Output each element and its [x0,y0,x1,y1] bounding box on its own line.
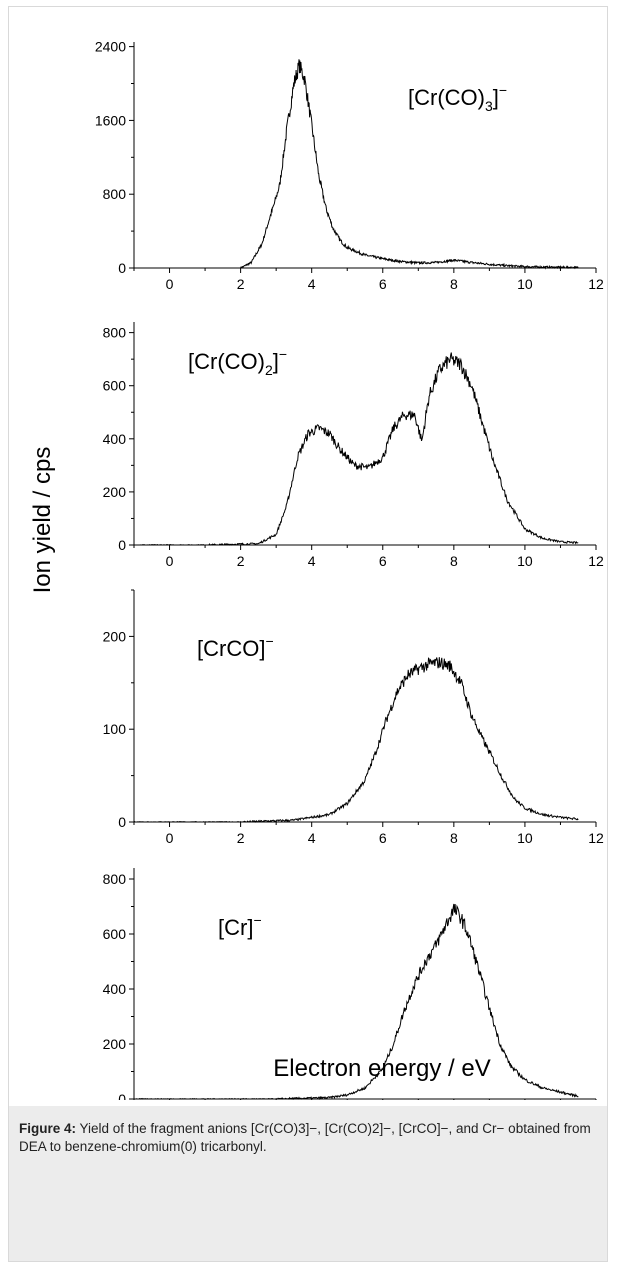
species-label: [Cr(CO)2]− [188,346,287,378]
x-tick-label: 6 [379,276,387,292]
x-tick-label: 12 [588,553,604,569]
data-trace [133,657,579,823]
x-tick-label: 4 [308,830,316,846]
panel-3: 0 2 4 6 8 10 12 0 100 200 [CrCO]− [103,589,604,846]
y-tick-label: 2400 [95,39,126,55]
panel-1: 0 2 4 6 8 10 12 0 800 1600 2400 [Cr(CO)3]− [95,39,604,292]
caption-text: Yield of the fragment anions [Cr(CO)3]−,… [19,1121,591,1154]
x-tick-label: 8 [450,276,458,292]
x-tick-label: 0 [166,830,174,846]
y-tick-label: 200 [103,628,127,644]
data-trace [133,352,579,546]
x-tick-label: 6 [379,830,387,846]
panel-2: 0 2 4 6 8 10 12 0 200 400 600 800 [Cr(CO)2]− [103,322,604,569]
x-tick-label: 8 [450,830,458,846]
y-tick-label: 0 [118,260,126,276]
x-tick-label: 4 [308,553,316,569]
x-tick-label: 0 [166,553,174,569]
species-label: [CrCO]− [197,633,274,661]
data-trace [133,903,579,1100]
y-tick-label: 200 [103,1036,127,1052]
figure-caption: Figure 4: Yield of the fragment anions [… [9,1106,607,1261]
y-tick-label: 400 [103,981,127,997]
y-tick-label: 800 [103,325,127,341]
x-tick-label: 12 [588,276,604,292]
x-tick-label: 10 [517,830,533,846]
y-tick-label: 600 [103,926,127,942]
y-tick-label: 0 [118,814,126,830]
x-tick-label: 2 [237,276,245,292]
x-axis-title: Electron energy / eV [273,1055,490,1082]
y-tick-label: 200 [103,484,127,500]
y-tick-label: 0 [118,1091,126,1100]
x-tick-label: 10 [517,553,533,569]
x-tick-label: 0 [166,276,174,292]
y-tick-label: 600 [103,378,127,394]
y-tick-label: 1600 [95,112,126,128]
figure-frame [8,6,608,1262]
species-label: [Cr(CO)3]− [408,82,507,114]
caption-label: Figure 4: [19,1121,77,1136]
x-tick-label: 8 [450,553,458,569]
y-tick-label: 800 [103,186,127,202]
x-tick-label: 2 [237,830,245,846]
y-tick-label: 100 [103,721,127,737]
x-tick-label: 6 [379,553,387,569]
y-tick-label: 0 [118,537,126,553]
y-tick-label: 800 [103,871,127,887]
x-tick-label: 12 [588,830,604,846]
y-tick-label: 400 [103,431,127,447]
x-tick-label: 2 [237,553,245,569]
x-tick-label: 10 [517,276,533,292]
data-trace [240,59,579,270]
species-label: [Cr]− [218,912,262,940]
x-tick-label: 4 [308,276,316,292]
y-axis-title: Ion yield / cps [29,447,56,594]
